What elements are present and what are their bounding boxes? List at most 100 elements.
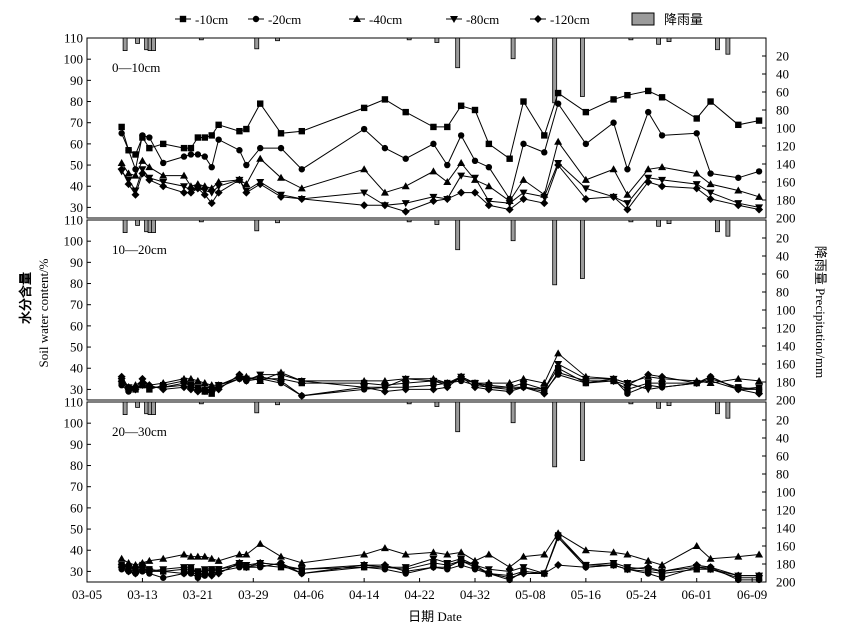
- data-point: [658, 132, 666, 139]
- data-point: [117, 158, 126, 166]
- data-point: [180, 569, 188, 578]
- data-point: [180, 550, 188, 558]
- data-point: [707, 98, 714, 105]
- right-tick-label: 20: [776, 49, 789, 64]
- precip-bar: [122, 37, 128, 52]
- data-point: [187, 144, 195, 152]
- y-tick-label: 100: [64, 416, 84, 431]
- data-point: [131, 190, 140, 199]
- data-point: [360, 189, 369, 197]
- data-point: [755, 205, 764, 214]
- data-point: [645, 108, 652, 116]
- x-tick-label: 03-13: [127, 587, 157, 602]
- data-point: [554, 361, 563, 368]
- data-point: [256, 372, 265, 381]
- data-point: [235, 370, 244, 379]
- data-point: [471, 563, 479, 572]
- x-tick-label: 06-01: [682, 587, 712, 602]
- data-point: [132, 166, 139, 173]
- precip-bar: [275, 401, 280, 406]
- data-point: [381, 96, 389, 103]
- data-point: [138, 169, 147, 178]
- precip-bar: [254, 37, 260, 50]
- data-point: [520, 98, 527, 105]
- panel-frame: [86, 401, 767, 583]
- precip-bar: [552, 219, 558, 286]
- data-point: [540, 550, 549, 558]
- data-point: [429, 197, 438, 206]
- data-point: [644, 178, 653, 186]
- data-point: [277, 561, 285, 570]
- right-tick-label: 80: [776, 285, 789, 300]
- data-point: [581, 546, 590, 554]
- data-point: [692, 169, 701, 177]
- data-point: [277, 144, 285, 152]
- data-point: [658, 94, 666, 101]
- data-point: [554, 561, 563, 570]
- data-point: [624, 390, 631, 397]
- data-point: [755, 192, 764, 200]
- precip-bar: [135, 37, 140, 44]
- data-point: [256, 154, 265, 162]
- data-point: [139, 132, 146, 139]
- data-point: [644, 165, 653, 173]
- data-point: [298, 127, 305, 135]
- right-tick-label: 80: [776, 467, 789, 482]
- y-tick-label: 80: [70, 458, 83, 473]
- data-point: [457, 102, 465, 109]
- y-tick-label: 80: [70, 94, 83, 109]
- y-tick-label: 70: [70, 479, 83, 494]
- data-point: [235, 375, 244, 383]
- data-point: [360, 376, 369, 384]
- data-point: [658, 372, 667, 381]
- precip-bar: [135, 401, 140, 408]
- x-tick-label: 05-16: [571, 587, 602, 602]
- data-point: [243, 161, 250, 169]
- precip-bar: [579, 37, 585, 97]
- right-tick-label: 200: [776, 393, 796, 408]
- data-point: [200, 552, 209, 560]
- panel-frame: [86, 219, 767, 401]
- chart-axes: 30 40 50 60 70 80 90 100 110 20 40 60 80 100 120 140 160…: [64, 31, 796, 603]
- data-point: [360, 104, 368, 112]
- data-point: [277, 552, 285, 560]
- precip-bar: [434, 219, 440, 225]
- data-point: [193, 376, 202, 384]
- data-point: [471, 174, 479, 182]
- data-point: [200, 190, 209, 199]
- precip-bar: [725, 37, 731, 55]
- data-point: [623, 550, 632, 558]
- right-tick-label: 160: [776, 175, 796, 190]
- data-point: [124, 180, 133, 189]
- right-tick-label: 160: [776, 357, 796, 372]
- precip-bar: [455, 219, 461, 251]
- precip-bar: [656, 401, 662, 409]
- data-point: [207, 571, 216, 580]
- precip-bar: [579, 401, 585, 461]
- y-axis-label-en: Soil water content/%: [36, 258, 51, 367]
- data-point: [623, 381, 632, 390]
- data-point: [117, 554, 126, 562]
- x-tick-label: 03-29: [238, 587, 268, 602]
- panel-label: 20—30cm: [112, 424, 167, 439]
- data-point: [519, 569, 528, 578]
- data-point: [297, 194, 306, 203]
- y-tick-label: 70: [70, 115, 83, 130]
- data-point: [193, 571, 202, 580]
- data-point: [457, 561, 465, 569]
- data-point: [297, 391, 306, 400]
- data-point: [200, 385, 209, 394]
- data-point: [145, 567, 154, 576]
- data-point: [609, 376, 618, 385]
- data-point: [609, 561, 618, 570]
- data-point: [755, 576, 763, 584]
- data-point: [235, 550, 244, 558]
- precip-bar: [406, 219, 412, 223]
- data-point: [429, 548, 438, 556]
- data-point: [160, 574, 167, 581]
- precip-bar: [122, 219, 128, 233]
- data-point: [360, 125, 368, 133]
- data-point: [297, 377, 306, 385]
- data-point: [554, 368, 563, 377]
- data-point: [520, 379, 527, 387]
